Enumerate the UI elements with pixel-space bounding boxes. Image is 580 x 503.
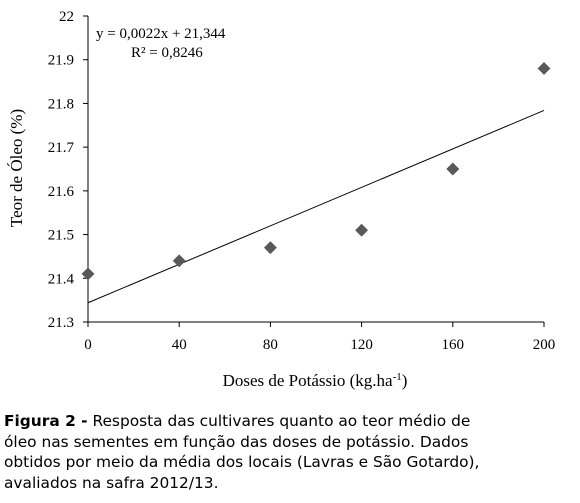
y-tick-label: 21.9	[48, 53, 74, 69]
axes	[87, 16, 544, 323]
x-tick-label: 40	[172, 337, 187, 353]
x-axis-title: Doses de Potássio (kg.ha-1)	[223, 371, 408, 390]
data-point	[81, 267, 95, 281]
x-axis-title-main: Doses de Potássio (kg.ha	[223, 371, 393, 390]
x-tick-label: 120	[350, 337, 373, 353]
caption-text-1: Resposta das cultivares quanto ao teor m…	[87, 412, 471, 430]
caption-line-2: óleo nas sementes em função das doses de…	[4, 432, 469, 451]
data-point	[446, 162, 460, 176]
x-tick-label: 0	[84, 337, 92, 353]
trendline	[87, 109, 545, 304]
scatter-chart: 21.3 21.4 21.5 21.6 21.7 21.8 21.9 22 0 40 80 120 1…	[7, 9, 555, 390]
data-point	[172, 254, 186, 268]
y-tick-label: 22	[59, 9, 74, 25]
caption-line-3: obtidos por meio da média dos locais (La…	[4, 453, 480, 471]
data-point	[537, 61, 551, 76]
data-point	[263, 241, 277, 255]
y-tick-label: 21.8	[48, 96, 74, 112]
caption-line-1: Figura 2 - Resposta das cultivares quant…	[4, 411, 576, 432]
figure-caption: Figura 2 - Resposta das cultivares quant…	[4, 411, 576, 493]
data-point	[355, 223, 369, 237]
y-tick-label: 21.3	[48, 315, 74, 331]
x-axis-title-end: )	[402, 371, 408, 390]
y-axis-ticks: 21.3 21.4 21.5 21.6 21.7 21.8 21.9 22	[48, 9, 88, 331]
data-points	[81, 61, 551, 281]
y-tick-label: 21.7	[48, 140, 75, 156]
y-axis-title: Teor de Óleo (%)	[7, 109, 26, 227]
trendline-r-squared: R² = 0,8246	[131, 45, 203, 61]
trendline-group	[87, 109, 545, 304]
y-tick-label: 21.4	[48, 271, 75, 287]
y-tick-label: 21.6	[48, 184, 75, 200]
trendline-equation: y = 0,0022x + 21,344	[96, 26, 226, 42]
x-axis-ticks: 0 40 80 120 160 200	[84, 322, 555, 353]
x-tick-label: 80	[263, 337, 278, 353]
caption-label: Figura 2 -	[4, 412, 88, 430]
x-axis-title-superscript: -1	[393, 371, 402, 383]
x-tick-label: 200	[533, 337, 556, 353]
y-tick-label: 21.5	[48, 228, 74, 244]
caption-line-4: avaliados na safra 2012/13.	[4, 473, 219, 492]
x-tick-label: 160	[442, 337, 465, 353]
